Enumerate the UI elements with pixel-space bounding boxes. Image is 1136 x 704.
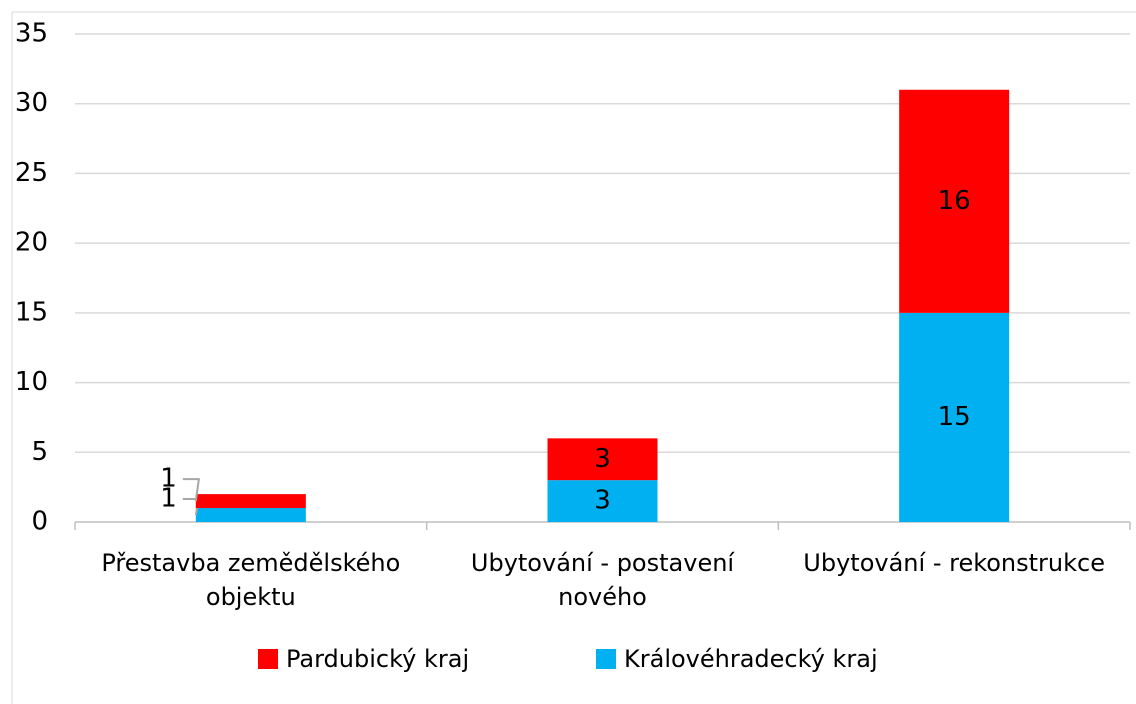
bar-segment xyxy=(195,494,306,509)
data-label: 3 xyxy=(594,444,611,474)
data-label: 1 xyxy=(160,484,177,514)
x-tick-label: Ubytování - rekonstrukce xyxy=(803,549,1105,577)
data-label: 3 xyxy=(594,486,611,516)
legend-swatch xyxy=(258,649,278,669)
bar-segment xyxy=(195,508,306,522)
y-tick-label: 15 xyxy=(15,297,48,327)
y-tick-label: 35 xyxy=(15,19,48,49)
chart-border xyxy=(11,11,1136,704)
legend-label: Královéhradecký kraj xyxy=(624,645,878,673)
y-tick-label: 0 xyxy=(31,507,48,537)
x-tick-label: Ubytování - postavení nového xyxy=(470,549,735,611)
y-tick-label: 5 xyxy=(31,437,48,467)
y-tick-label: 25 xyxy=(15,158,48,188)
data-label: 16 xyxy=(938,186,971,216)
leader-line xyxy=(182,478,200,502)
data-label: 1 xyxy=(160,464,177,494)
bar-segment xyxy=(547,480,658,522)
data-label: 15 xyxy=(938,402,971,432)
y-tick-label: 10 xyxy=(15,367,48,397)
legend-label: Pardubický kraj xyxy=(286,645,469,673)
bar-segment xyxy=(547,438,658,481)
legend-swatch xyxy=(596,649,616,669)
bar-segment xyxy=(899,312,1010,522)
y-tick-label: 30 xyxy=(15,88,48,118)
bar-segment xyxy=(899,89,1010,313)
x-tick-label: Přestavba zemědělského objektu xyxy=(101,549,401,611)
y-tick-label: 20 xyxy=(15,228,48,258)
